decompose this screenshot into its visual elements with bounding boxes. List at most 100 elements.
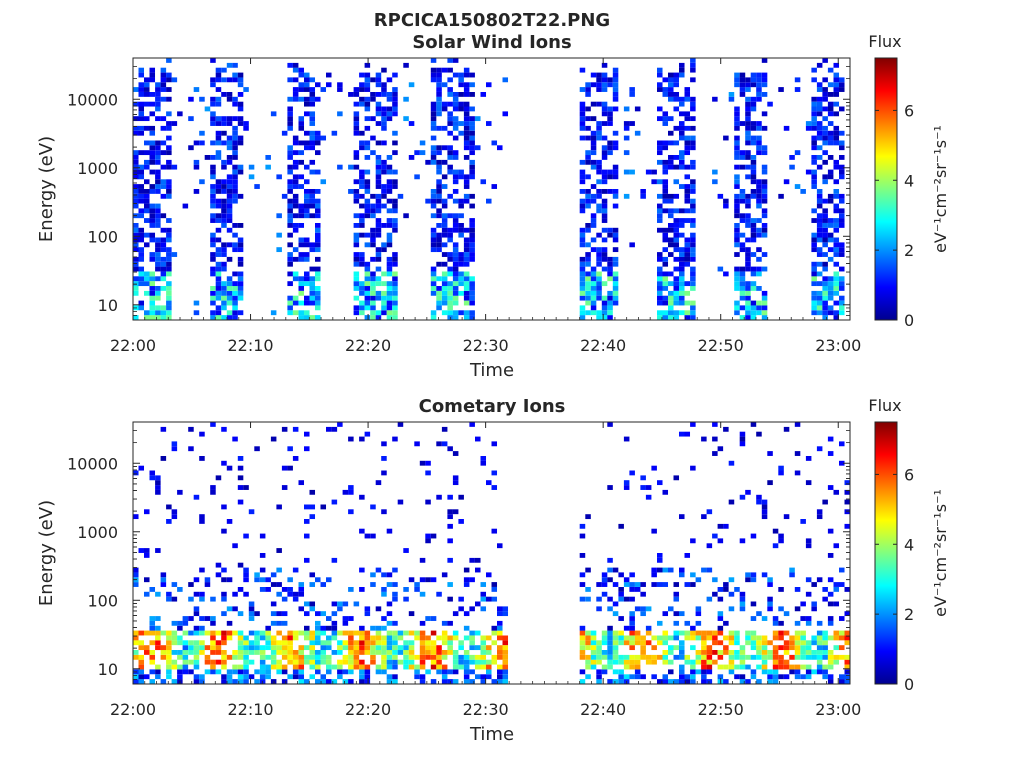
heatmap-cell <box>756 218 762 223</box>
heatmap-cell <box>226 295 233 301</box>
heatmap-cell <box>133 635 139 641</box>
heatmap-cell <box>160 150 167 156</box>
heatmap-cell <box>452 169 459 175</box>
heatmap-cell <box>480 179 487 185</box>
heatmap-cell <box>149 276 156 282</box>
heatmap-cell <box>364 533 371 539</box>
heatmap-cell <box>221 179 227 185</box>
heatmap-cell <box>750 645 757 651</box>
heatmap-cell <box>381 650 387 655</box>
heatmap-cell <box>237 640 244 646</box>
heatmap-cell <box>701 436 707 442</box>
heatmap-cell <box>320 645 327 651</box>
heatmap-cell <box>794 620 801 626</box>
heatmap-cell <box>839 276 845 282</box>
y-tick-label: 1000 <box>77 523 118 542</box>
heatmap-cell <box>452 451 459 456</box>
heatmap-cell <box>304 601 310 607</box>
plot-frame-solar-wind <box>132 57 851 321</box>
heatmap-cell <box>149 140 156 146</box>
heatmap-cell <box>259 630 266 636</box>
heatmap-cell <box>734 266 740 272</box>
heatmap-cell <box>778 470 784 476</box>
heatmap-cell <box>717 640 724 646</box>
heatmap-cell <box>375 169 382 175</box>
heatmap-cell <box>370 286 376 291</box>
heatmap-cell <box>469 82 475 88</box>
heatmap-cell <box>364 82 371 88</box>
heatmap-cell <box>221 654 227 660</box>
heatmap-cell <box>215 184 222 189</box>
x-tick-label: 22:10 <box>227 700 273 719</box>
heatmap-cell <box>287 150 293 156</box>
heatmap-cell <box>221 426 227 432</box>
heatmap-cell <box>138 72 145 78</box>
heatmap-cell <box>805 650 812 655</box>
heatmap-cell <box>690 572 696 578</box>
heatmap-cell <box>370 582 376 587</box>
heatmap-cell <box>232 62 238 68</box>
heatmap-cell <box>839 679 845 684</box>
heatmap-cell <box>761 150 768 156</box>
heatmap-cell <box>761 58 768 63</box>
heatmap-cell <box>756 247 762 253</box>
heatmap-cell <box>171 679 178 684</box>
heatmap-cell <box>827 223 834 228</box>
heatmap-cell <box>392 276 398 282</box>
heatmap-cell <box>375 155 382 160</box>
heatmap-cell <box>717 674 724 680</box>
heatmap-cell <box>447 116 453 122</box>
heatmap-cell <box>292 295 299 301</box>
heatmap-cell <box>629 616 635 621</box>
heatmap-cell <box>149 77 156 83</box>
heatmap-cell <box>259 669 266 675</box>
heatmap-cell <box>447 164 453 170</box>
heatmap-cell <box>386 611 393 617</box>
heatmap-cell <box>430 237 437 243</box>
heatmap-cell <box>833 489 840 495</box>
heatmap-cell <box>668 159 674 165</box>
heatmap-cell <box>618 635 624 641</box>
colorbar-tick-label: 2 <box>904 605 914 624</box>
heatmap-cell <box>756 499 762 505</box>
heatmap-cell <box>133 242 139 248</box>
heatmap-cell <box>679 261 685 267</box>
heatmap-cell <box>739 193 746 199</box>
heatmap-cell <box>475 659 481 665</box>
heatmap-cell <box>414 664 420 670</box>
heatmap-cell <box>447 87 453 92</box>
heatmap-cell <box>623 596 630 602</box>
heatmap-cell <box>811 77 817 83</box>
heatmap-cell <box>430 111 437 117</box>
heatmap-cell <box>149 620 156 626</box>
heatmap-cell <box>441 281 448 287</box>
heatmap-cell <box>833 189 840 194</box>
heatmap-cell <box>237 92 244 97</box>
heatmap-cell <box>237 135 244 141</box>
heatmap-cell <box>601 310 608 316</box>
heatmap-cell <box>447 286 453 291</box>
heatmap-cell <box>304 519 310 524</box>
heatmap-cell <box>304 164 310 170</box>
heatmap-cell <box>166 315 172 320</box>
heatmap-cell <box>447 271 453 277</box>
heatmap-cell <box>690 218 696 223</box>
heatmap-cell <box>304 295 310 301</box>
heatmap-cell <box>679 232 685 238</box>
heatmap-cell <box>265 630 271 636</box>
heatmap-cell <box>596 193 602 199</box>
heatmap-cell <box>712 635 718 641</box>
colorbar-tick-label: 0 <box>904 675 914 694</box>
heatmap-cell <box>353 271 360 277</box>
heatmap-cell <box>364 184 371 189</box>
heatmap-cell <box>210 266 216 272</box>
heatmap-cell <box>463 261 470 267</box>
heatmap-cell <box>430 193 437 199</box>
heatmap-cell <box>447 538 453 544</box>
heatmap-cell <box>585 174 591 180</box>
heatmap-cell <box>226 300 233 306</box>
heatmap-cell <box>381 159 387 165</box>
heatmap-cell <box>270 611 277 617</box>
heatmap-cell <box>673 596 680 602</box>
